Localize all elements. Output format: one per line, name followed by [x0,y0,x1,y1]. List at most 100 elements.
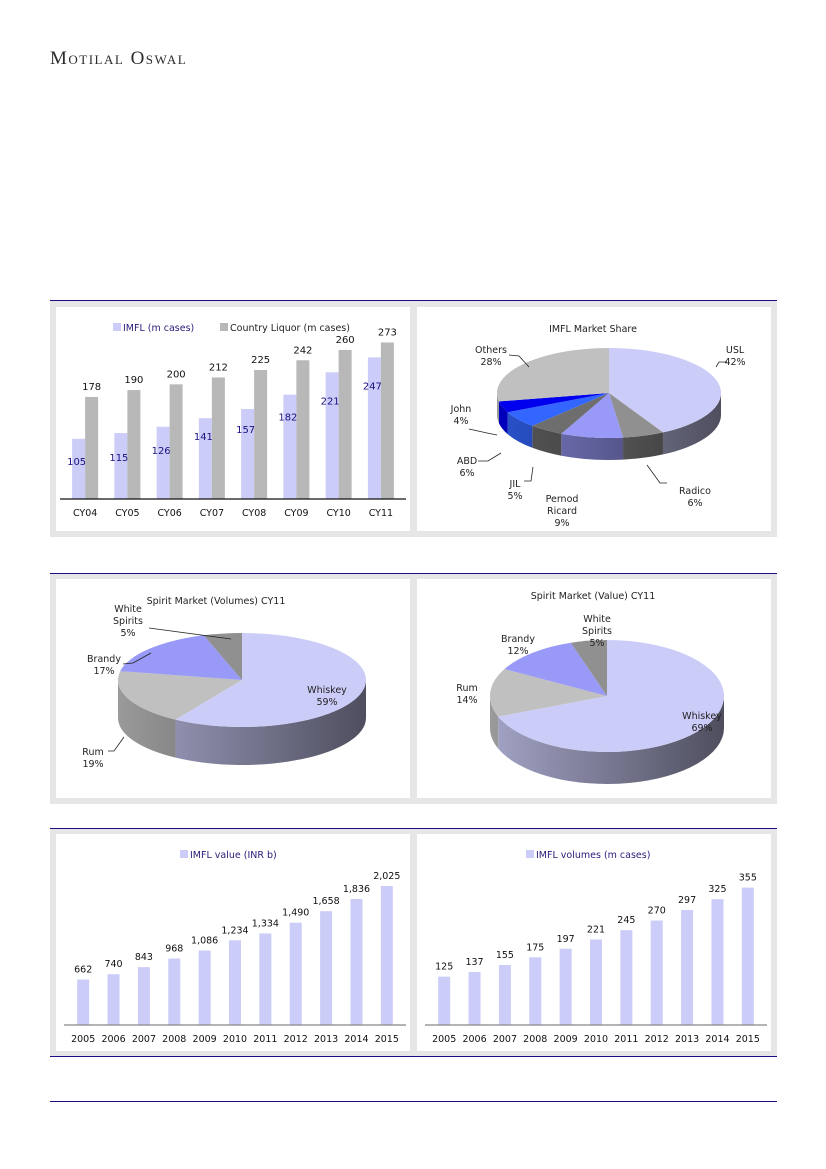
chart-title: IMFL Market Share [549,324,637,335]
pie-slice [504,642,607,696]
x-tick-label: 2009 [554,1034,578,1045]
leader-line [468,428,498,436]
legend-label: Country Liquor (m cases) [230,323,350,334]
bar [380,886,393,1025]
slice-label: 14% [456,695,477,706]
x-tick-label: CY10 [326,508,350,519]
bar [468,971,481,1025]
data-label: 1,234 [221,925,248,936]
slice-label: 6% [687,498,702,509]
data-label: 126 [152,446,171,457]
bar [198,950,211,1025]
data-label: 325 [708,884,726,895]
data-label: 157 [236,425,255,436]
pie-slice [175,633,366,727]
x-tick-label: 2005 [71,1034,95,1045]
slice-label: Rum [456,683,477,694]
leader-line [122,652,152,665]
bar [320,911,333,1025]
legend-label: IMFL value (INR b) [190,850,277,861]
pie-slice-side [507,412,533,448]
slice-label: White [583,614,611,625]
x-tick-label: CY07 [200,508,224,519]
slice-label: 5% [507,491,522,502]
slice-label: Radico [679,486,711,497]
bar [498,965,511,1025]
bar [711,899,724,1025]
bar [338,349,352,499]
slice-label: 17% [93,666,114,677]
data-label: 242 [293,345,312,356]
bar [296,360,310,499]
x-tick-label: 2014 [705,1034,729,1045]
x-tick-label: 2005 [432,1034,456,1045]
slice-label: Whiskey [682,711,722,722]
x-tick-label: 2006 [462,1034,486,1045]
x-tick-label: 2009 [193,1034,217,1045]
chart-panel-spirit-value: Spirit Market (Value) CY11 Whiskey 69% Rum 1… [417,579,771,798]
bar [350,898,363,1025]
data-label: 355 [739,873,757,884]
legend-swatch [180,850,188,858]
data-label: 125 [435,962,453,973]
section-rule [50,1056,777,1057]
pie-slice [532,393,609,434]
x-tick-label: 2011 [614,1034,638,1045]
x-tick-label: 2007 [493,1034,517,1045]
slice-label: 69% [691,723,712,734]
data-label: 212 [209,362,228,373]
slice-label: Brandy [501,634,535,645]
pie-slice [120,635,242,680]
pie-slice [203,633,242,680]
slice-label: 5% [120,628,135,639]
data-label: 197 [557,934,575,945]
data-label: 105 [67,457,86,468]
data-label: 260 [336,335,355,346]
data-label: 662 [74,965,92,976]
chart-imfl-vs-country-liquor: IMFL (m cases) Country Liquor (m cases) 10… [60,323,406,519]
data-label: 182 [278,413,297,424]
x-tick-label: CY06 [157,508,181,519]
data-label: 273 [378,327,397,338]
chart-panel-spirit-volumes: Spirit Market (Volumes) CY11 Whiskey 59% Ru… [56,579,410,798]
section-rule [50,300,777,301]
slice-label: 12% [507,646,528,657]
data-label: 115 [109,453,128,464]
pie-slice-side [175,680,366,765]
slice-label: 42% [724,357,745,368]
section-rule [50,828,777,829]
chart-imfl-market-share: IMFL Market ShareUSL42%Radico6%PernodRic… [450,324,746,529]
x-tick-label: CY09 [284,508,308,519]
data-label: 297 [678,895,696,906]
pie-slice [490,669,607,717]
data-label: 141 [194,432,213,443]
pie-slice [498,393,609,413]
data-label: 175 [526,942,544,953]
chart-panel-imfl-vs-country: IMFL (m cases) Country Liquor (m cases) 10… [56,307,410,531]
data-label: 178 [82,382,101,393]
slice-label: 6% [459,468,474,479]
leader-line [508,354,530,368]
slice-label: Ricard [547,506,577,517]
chart-imfl-value: IMFL value (INR b) 662 2005 740 2006 843 2007 9… [64,850,406,1045]
legend-swatch [220,323,228,331]
slice-label: Pernod [546,494,579,505]
data-label: 1,836 [343,884,370,895]
x-tick-label: 2015 [375,1034,399,1045]
pie-slice [609,393,663,438]
x-tick-label: CY11 [369,508,393,519]
slice-label: Brandy [87,654,121,665]
x-tick-label: 2015 [736,1034,760,1045]
pie-slice [498,640,724,752]
x-tick-label: 2010 [584,1034,608,1045]
data-label: 221 [321,396,340,407]
slice-label: Others [475,345,507,356]
slice-label: 59% [316,697,337,708]
x-tick-label: CY04 [73,508,97,519]
bar [650,920,663,1025]
bar [590,939,602,1025]
data-label: 843 [135,952,153,963]
slice-label: JIL [509,479,522,490]
data-label: 247 [363,381,382,392]
